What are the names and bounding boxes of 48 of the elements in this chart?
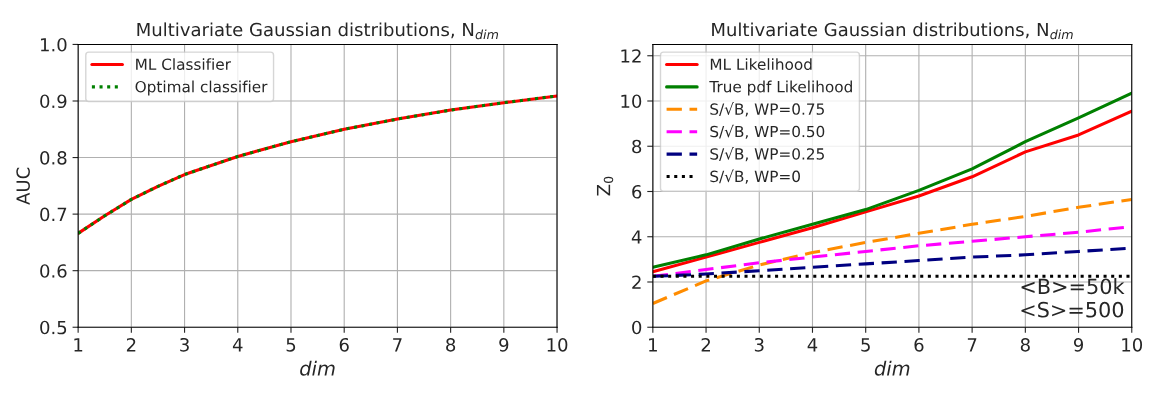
x-tick-label: 7 <box>393 338 402 352</box>
x-tick-label: 8 <box>446 337 456 352</box>
x-tick-label: 9 <box>1073 337 1084 352</box>
y-tick-label: 4 <box>631 230 642 244</box>
y-tick-label: 8 <box>632 139 642 154</box>
legend-label: S/√B, WP=0.25 <box>710 147 824 162</box>
chart-title: Multivariate Gaussian distributions, N$_{dim}$ <box>712 22 1073 40</box>
y-tick-label: 0.9 <box>40 94 67 109</box>
x-tick-label: 1 <box>74 338 83 352</box>
x-axis-title: dim <box>300 360 335 376</box>
y-axis-title: AUC <box>16 167 30 205</box>
x-tick-label: 8 <box>1020 337 1030 352</box>
x-tick-label: 10 <box>1122 337 1143 352</box>
legend-label: S/√B, WP=0.75 <box>710 102 824 117</box>
x-tick-label: 2 <box>126 337 136 352</box>
y-tick-label: 0.6 <box>40 264 67 278</box>
x-tick-label: 4 <box>232 338 243 352</box>
legend-label: S/√B, WP=0 <box>710 169 800 184</box>
legend-label: True pdf Likelihood <box>709 80 852 96</box>
x-tick-label: 7 <box>967 338 977 352</box>
y-tick-label: 0.8 <box>40 151 67 165</box>
x-tick-label: 2 <box>701 337 710 352</box>
legend-label: ML Classifier <box>136 58 231 71</box>
y-tick-label: 6 <box>632 184 642 199</box>
x-tick-label: 10 <box>547 337 568 352</box>
x-axis-title: dim <box>874 360 910 376</box>
annotation: <B>=50k <S>=500 <box>1021 278 1125 318</box>
chart-title: Multivariate Gaussian distributions, N$_{dim}$ <box>137 22 499 40</box>
x-tick-label: 3 <box>754 337 764 352</box>
legend-label: Optimal classifier <box>135 80 268 96</box>
x-tick-label: 1 <box>649 338 657 352</box>
x-tick-label: 5 <box>286 338 296 352</box>
y-tick-label: 0.5 <box>40 320 67 335</box>
y-tick-label: 12 <box>621 49 641 63</box>
legend-label: S/√B, WP=0.50 <box>710 124 825 139</box>
x-tick-label: 6 <box>339 337 349 352</box>
y-tick-label: 1.0 <box>40 37 67 52</box>
y-tick-label: 0 <box>632 320 642 335</box>
y-tick-label: 10 <box>621 94 642 109</box>
x-tick-label: 3 <box>180 337 189 352</box>
x-tick-label: 5 <box>861 338 870 352</box>
y-tick-label: 2 <box>632 275 641 289</box>
y-tick-label: 0.7 <box>40 207 67 222</box>
legend-label: ML Likelihood <box>710 58 812 71</box>
x-tick-label: 4 <box>807 338 818 352</box>
x-tick-label: 6 <box>914 337 924 352</box>
y-axis-title: Z$_{0}$ <box>596 176 614 196</box>
x-tick-label: 9 <box>499 337 509 352</box>
